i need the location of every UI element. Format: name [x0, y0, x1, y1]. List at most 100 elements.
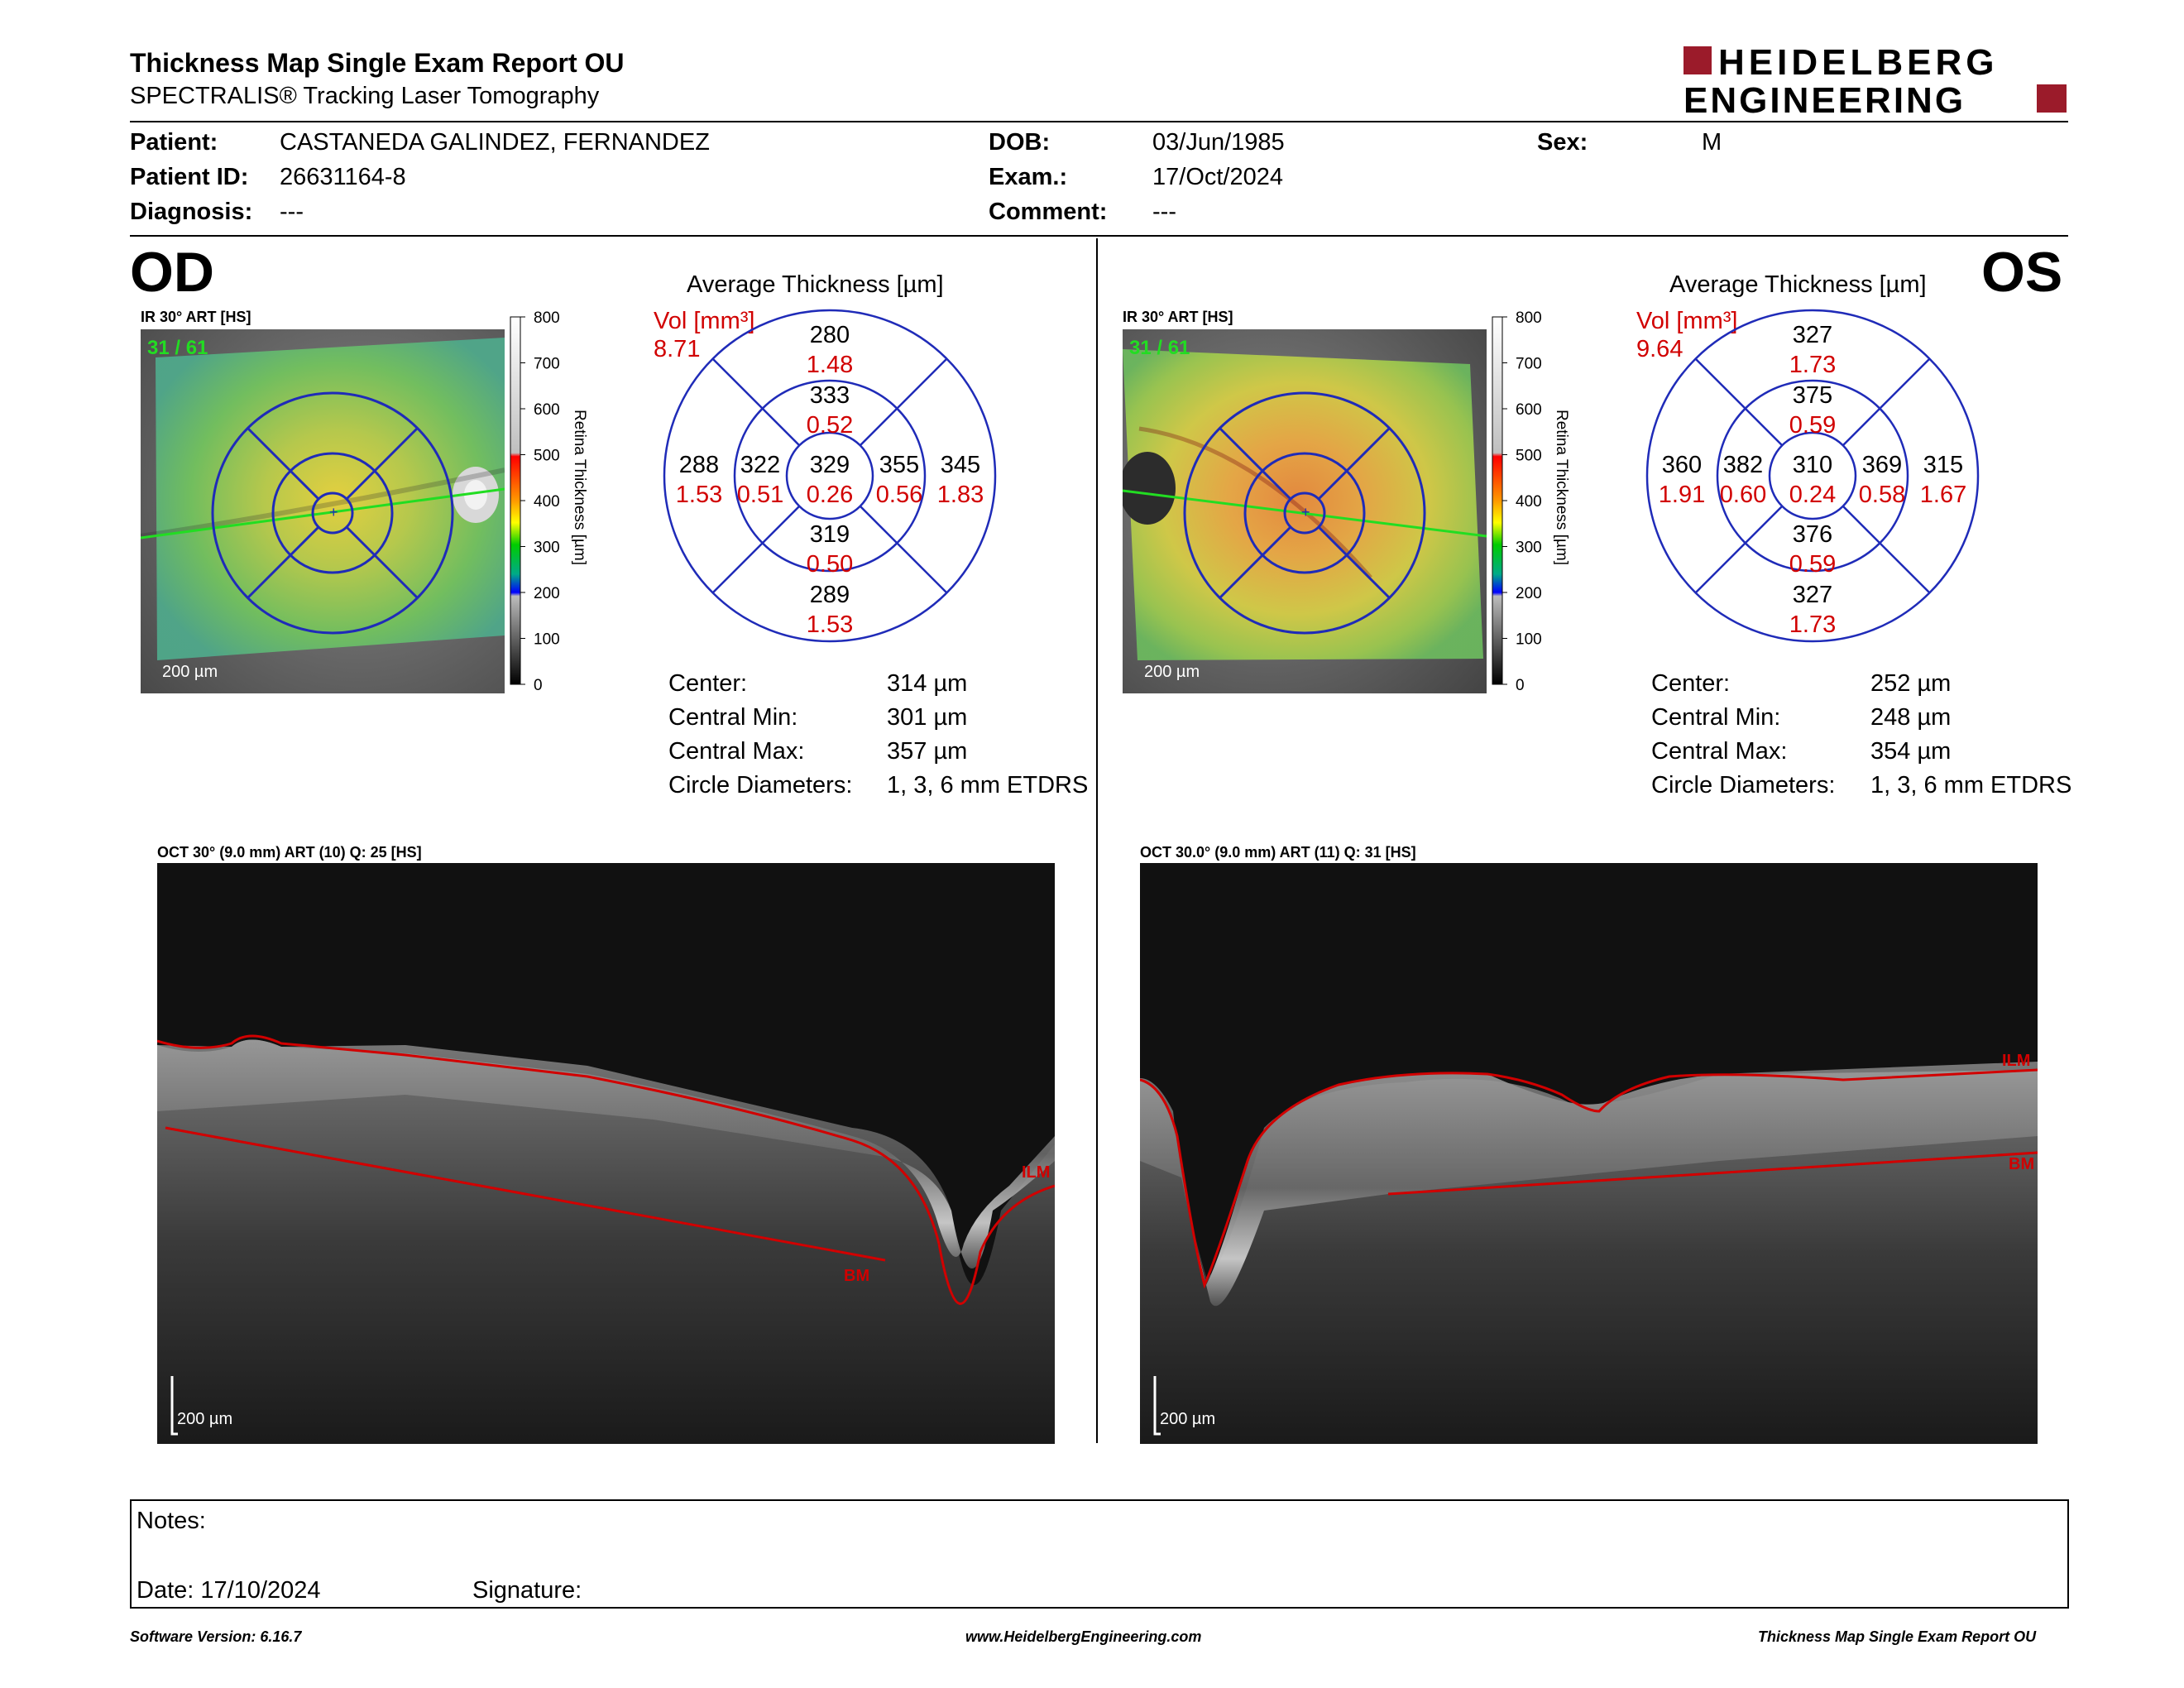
colorbar-tick: 300: [1516, 539, 1542, 557]
colorbar-tick: 100: [534, 631, 560, 649]
colorbar-tick: 700: [1516, 356, 1542, 373]
os-diam-value: 1, 3, 6 mm ETDRS: [1870, 772, 2072, 798]
od-min-label: Central Min:: [668, 704, 798, 731]
od-etdrs-grid: [211, 391, 454, 635]
od-max-value: 357 µm: [887, 738, 968, 765]
logo-line2: ENGINEERING: [1684, 80, 1966, 117]
os-etdrs-center-volume: 0.24: [1789, 482, 1836, 508]
os-etdrs-grid: [1183, 391, 1426, 635]
notes-box[interactable]: Notes: Date: 17/10/2024 Signature:: [130, 1499, 2069, 1609]
os-ir-scale: 200 µm: [1144, 663, 1200, 681]
os-etdrs-inner-superior-volume: 0.59: [1789, 412, 1836, 439]
os-etdrs-center-thickness: 310: [1793, 452, 1832, 478]
os-bm-line: [1387, 1151, 2038, 1196]
diagnosis-label: Diagnosis:: [130, 199, 253, 225]
patient-name: CASTANEDA GALINDEZ, FERNANDEZ: [280, 129, 710, 156]
os-etdrs-outer-superior-thickness: 327: [1793, 322, 1832, 348]
od-etdrs-outer-inferior-volume: 1.53: [807, 611, 853, 638]
os-thickness-map: + 31 / 61 200 µm: [1123, 329, 1487, 693]
os-min-value: 248 µm: [1870, 704, 1952, 731]
os-bm-label: BM: [2009, 1155, 2034, 1173]
signature-label: Signature:: [472, 1577, 582, 1604]
od-ir-counter: 31 / 61: [147, 337, 208, 359]
patient-id-value: 26631164-8: [280, 164, 406, 190]
os-oct-scale: 200 µm: [1160, 1410, 1215, 1428]
os-diam-label: Circle Diameters:: [1651, 772, 1836, 798]
os-etdrs-inner-right-thickness: 369: [1862, 452, 1902, 478]
od-etdrs-inner-left-thickness: 322: [740, 452, 780, 478]
os-center-value: 252 µm: [1870, 670, 1952, 697]
od-colorbar: 800 700 600 500 400 300 200 100 0 Retina Thickne…: [510, 310, 588, 694]
sex-value: M: [1702, 129, 1722, 156]
od-oct-label: OCT 30° (9.0 mm) ART (10) Q: 25 [HS]: [157, 844, 422, 861]
od-etdrs-center-volume: 0.26: [807, 482, 853, 508]
od-ir-label: IR 30° ART [HS]: [141, 309, 251, 325]
colorbar-tick: 0: [1516, 677, 1525, 694]
os-scan-line: [1123, 489, 1487, 538]
patient-label: Patient:: [130, 129, 218, 156]
header-divider: [130, 121, 2068, 122]
os-etdrs-inner-superior-thickness: 375: [1793, 382, 1832, 409]
svg-text:+: +: [329, 504, 338, 520]
os-etdrs-outer-inferior-thickness: 327: [1793, 582, 1832, 608]
od-etdrs-center-thickness: 329: [810, 452, 850, 478]
od-thickness-map: + 31 / 61 200 µm: [141, 329, 505, 693]
od-etdrs-outer-superior-volume: 1.48: [807, 352, 853, 378]
report-title: Thickness Map Single Exam Report OU: [130, 48, 625, 78]
colorbar-tick: 700: [534, 356, 560, 373]
notes-label: Notes:: [136, 1508, 206, 1534]
exam-value: 17/Oct/2024: [1152, 164, 1283, 190]
footer-website[interactable]: www.HeidelbergEngineering.com: [965, 1628, 1202, 1645]
os-colorbar-label: Retina Thickness [µm]: [1553, 410, 1570, 565]
od-etdrs-inner-right-thickness: 355: [879, 452, 919, 478]
colorbar-tick: 500: [1516, 448, 1542, 465]
colorbar-tick: 100: [1516, 631, 1542, 649]
od-oct-scale: 200 µm: [177, 1410, 232, 1428]
os-oct-label: OCT 30.0° (9.0 mm) ART (11) Q: 31 [HS]: [1140, 844, 1416, 861]
os-ilm-line: [1140, 1068, 2038, 1289]
od-etdrs-inner-right-volume: 0.56: [876, 482, 922, 508]
os-vol-value: 9.64: [1636, 336, 1684, 362]
od-etdrs-inner-inferior-thickness: 319: [810, 521, 850, 548]
report-subtitle: SPECTRALIS® Tracking Laser Tomography: [130, 83, 600, 109]
od-avg-title: Average Thickness [µm]: [687, 271, 944, 298]
od-scan-line: [141, 487, 505, 539]
colorbar-tick: 0: [534, 677, 543, 694]
od-etdrs-inner-superior-volume: 0.52: [807, 412, 853, 439]
exam-label: Exam.:: [989, 164, 1068, 190]
od-etdrs-chart: 329 0.26 333 0.52 319 0.50 322 0.51 355 0.56 280 1.…: [663, 309, 997, 643]
colorbar-tick: 400: [534, 493, 560, 511]
os-etdrs-outer-superior-volume: 1.73: [1789, 352, 1836, 378]
od-etdrs-inner-inferior-volume: 0.50: [807, 551, 853, 578]
diagnosis-value: ---: [280, 199, 304, 225]
os-etdrs-outer-inferior-volume: 1.73: [1789, 611, 1836, 638]
od-max-label: Central Max:: [668, 738, 805, 765]
dob-value: 03/Jun/1985: [1152, 129, 1285, 156]
sex-label: Sex:: [1537, 129, 1588, 156]
od-etdrs-outer-inferior-thickness: 289: [810, 582, 850, 608]
os-etdrs-inner-right-volume: 0.58: [1859, 482, 1905, 508]
os-max-value: 354 µm: [1870, 738, 1952, 765]
eye-divider: [1096, 238, 1098, 1443]
od-etdrs-outer-right-thickness: 345: [941, 452, 980, 478]
os-avg-title: Average Thickness [µm]: [1669, 271, 1927, 298]
od-min-value: 301 µm: [887, 704, 968, 731]
colorbar-tick: 400: [1516, 493, 1542, 511]
od-ir-scale: 200 µm: [162, 663, 218, 681]
od-etdrs-inner-superior-thickness: 333: [810, 382, 850, 409]
colorbar-tick: 300: [534, 539, 560, 557]
colorbar-tick: 200: [534, 585, 560, 602]
footer-software: Software Version: 6.16.7: [130, 1628, 302, 1645]
os-etdrs-inner-left-volume: 0.60: [1720, 482, 1766, 508]
logo-line1: HEIDELBERG: [1718, 43, 1998, 83]
od-etdrs-outer-right-volume: 1.83: [937, 482, 984, 508]
colorbar-tick: 600: [534, 401, 560, 419]
os-min-label: Central Min:: [1651, 704, 1781, 731]
os-etdrs-inner-inferior-thickness: 376: [1793, 521, 1832, 548]
date-label: Date: 17/10/2024: [136, 1577, 321, 1604]
os-etdrs-inner-inferior-volume: 0.59: [1789, 551, 1836, 578]
dob-label: DOB:: [989, 129, 1051, 156]
od-vol-label: Vol [mm³]: [654, 308, 755, 334]
heidelberg-logo: HEIDELBERG ENGINEERING: [1684, 43, 2067, 117]
od-vol-value: 8.71: [654, 336, 701, 362]
